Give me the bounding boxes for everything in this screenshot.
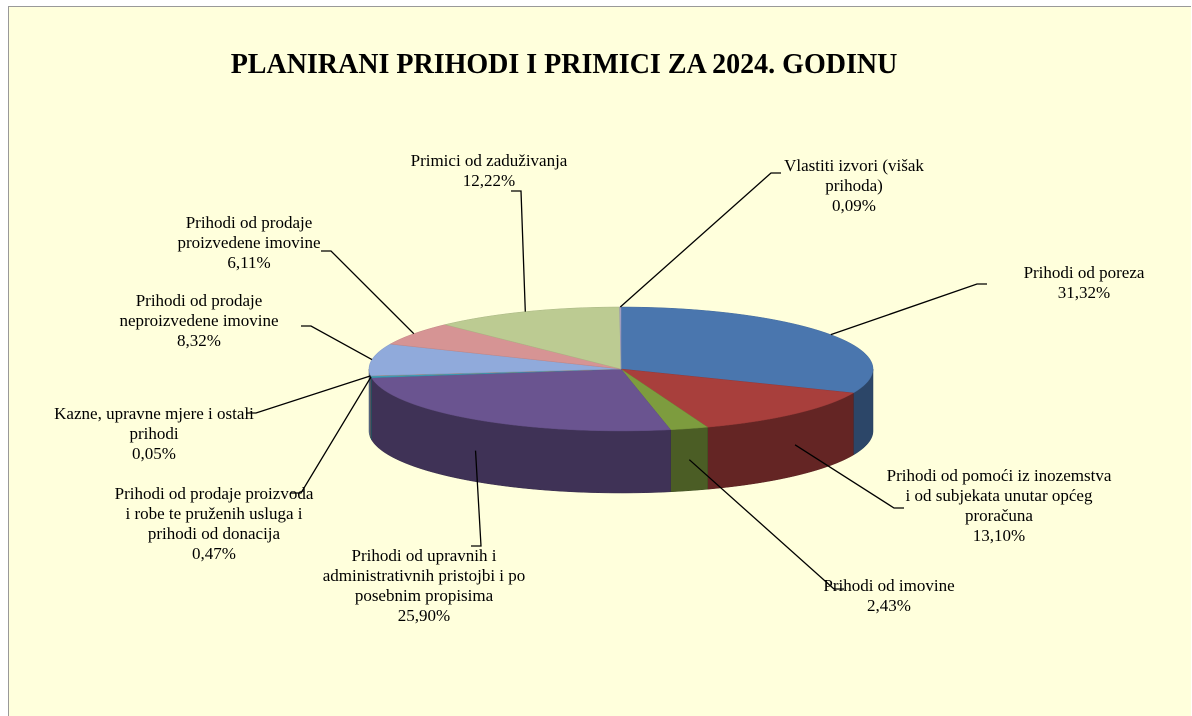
leader-line bbox=[291, 377, 371, 493]
category-label: Kazne, upravne mjere i ostali prihodi bbox=[44, 404, 264, 444]
value-label: 25,90% bbox=[309, 606, 539, 626]
leader-line bbox=[511, 191, 525, 312]
category-label: Prihodi od pomoći iz inozemstva i od sub… bbox=[884, 466, 1114, 526]
value-label: 13,10% bbox=[884, 526, 1114, 546]
category-label: Prihodi od upravnih i administrativnih p… bbox=[309, 546, 539, 606]
category-label: Prihodi od imovine bbox=[789, 576, 989, 596]
data-label: Prihodi od prodaje proizvoda i robe te p… bbox=[114, 484, 314, 564]
category-label: Primici od zaduživanja bbox=[379, 151, 599, 171]
data-label: Prihodi od prodaje neproizvedene imovine… bbox=[89, 291, 309, 351]
data-label: Prihodi od upravnih i administrativnih p… bbox=[309, 546, 539, 626]
value-label: 12,22% bbox=[379, 171, 599, 191]
leader-line bbox=[831, 284, 987, 335]
leader-line bbox=[301, 326, 372, 360]
leader-line bbox=[620, 173, 781, 307]
value-label: 6,11% bbox=[159, 253, 339, 273]
value-label: 8,32% bbox=[89, 331, 309, 351]
value-label: 0,09% bbox=[769, 196, 939, 216]
slice-side bbox=[671, 427, 708, 492]
chart bbox=[9, 7, 1191, 716]
category-label: Prihodi od prodaje proizvedene imovine bbox=[159, 213, 339, 253]
value-label: 0,47% bbox=[114, 544, 314, 564]
value-label: 2,43% bbox=[789, 596, 989, 616]
value-label: 31,32% bbox=[994, 283, 1174, 303]
data-label: Vlastiti izvori (višak prihoda)0,09% bbox=[769, 156, 939, 216]
data-label: Prihodi od pomoći iz inozemstva i od sub… bbox=[884, 466, 1114, 546]
category-label: Prihodi od poreza bbox=[994, 263, 1174, 283]
category-label: Prihodi od prodaje neproizvedene imovine bbox=[89, 291, 309, 331]
category-label: Vlastiti izvori (višak prihoda) bbox=[769, 156, 939, 196]
category-label: Prihodi od prodaje proizvoda i robe te p… bbox=[114, 484, 314, 544]
chart-title: PLANIRANI PRIHODI I PRIMICI ZA 2024. GOD… bbox=[9, 49, 1119, 81]
chart-area: PLANIRANI PRIHODI I PRIMICI ZA 2024. GOD… bbox=[8, 6, 1191, 716]
value-label: 0,05% bbox=[44, 444, 264, 464]
